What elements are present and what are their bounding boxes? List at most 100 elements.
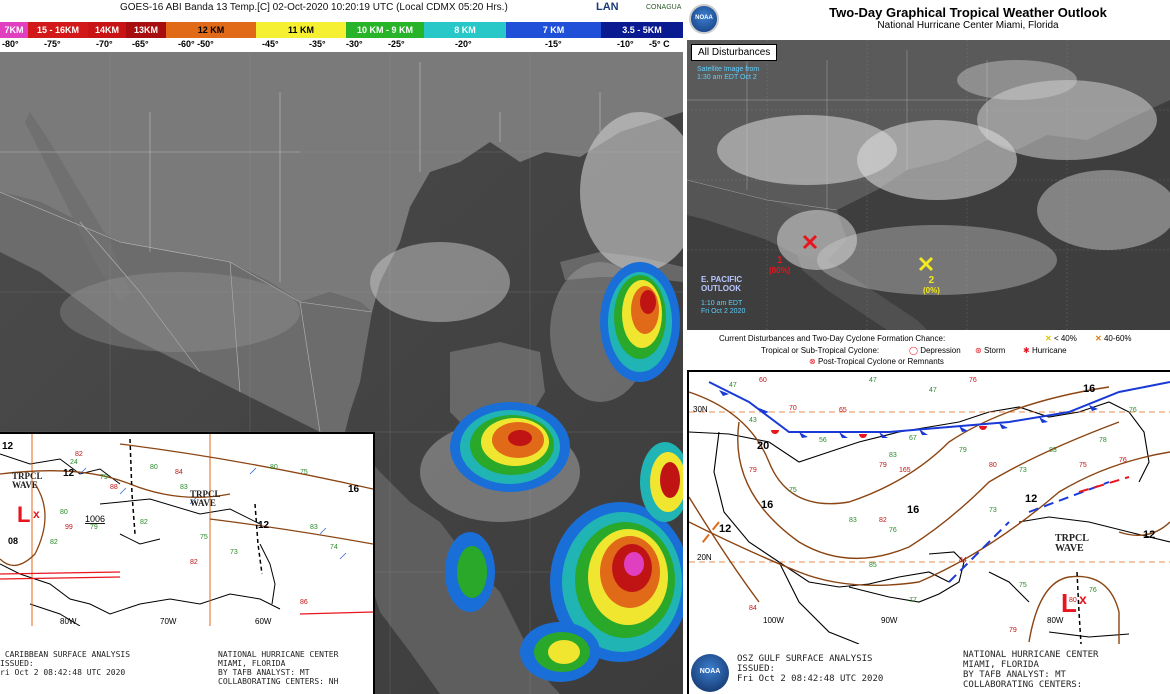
convective-storm-colors — [445, 262, 683, 682]
gulf-lat-30n: 30N — [693, 405, 708, 414]
svg-text:80: 80 — [150, 464, 158, 471]
outlook-legend: Current Disturbances and Two-Day Cyclone… — [683, 332, 1170, 370]
temperature-tick: -30° — [346, 39, 363, 49]
svg-text:165: 165 — [899, 467, 911, 474]
svg-text:75: 75 — [1019, 582, 1027, 589]
gulf-footer-right: NATIONAL HURRICANE CENTER MIAMI, FLORIDA… — [963, 650, 1099, 690]
carib-isobar-16-label: 16 — [348, 484, 360, 495]
colorbar-segment: 8 KM — [424, 22, 506, 38]
legend-post-tropical: ⊗ Post-Tropical Cyclone or Remnants — [809, 357, 944, 366]
temperature-scale: -80° -75° -70° -65° -60° -50° -45° -35° -30° -25… — [0, 38, 683, 52]
svg-text:83: 83 — [180, 484, 188, 491]
post-tropical-icon: ⊗ — [809, 357, 816, 366]
satellite-image-note: Satellite Image from 1:30 am EDT Oct 2 — [697, 66, 760, 81]
temperature-tick: -35° — [309, 39, 326, 49]
storm-icon: ⊛ — [975, 346, 982, 355]
east-pacific-outlook-time: 1:10 am EDT Fri Oct 2 2020 — [701, 300, 746, 315]
gulf-station-plots-green: 47 43 47 47 56 83 67 79 73 83 78 76 75 83 76 73 85 77… — [729, 377, 1137, 604]
disturbance-2-marker — [918, 256, 934, 272]
gulf-station-plots-red: 60 70 65 76 79 165 80 75 76 79 82 84 79 80 84 — [749, 377, 1127, 634]
svg-text:60: 60 — [759, 377, 767, 384]
legend-storm-text: Storm — [983, 346, 1006, 355]
carib-low-x: x — [33, 507, 40, 521]
gulf-noaa-logo: NOAA — [691, 654, 729, 692]
legend-mid-text: 40-60% — [1103, 334, 1132, 343]
disturbance-2-id: 2 — [928, 275, 935, 286]
conagua-logo: CONAGUA — [646, 4, 682, 11]
temperature-tick: -15° — [545, 39, 562, 49]
colorbar-segment: 7KM — [0, 22, 28, 38]
colorbar-segment: 3.5 - 5KM — [601, 22, 683, 38]
temperature-tick: -75° — [44, 39, 61, 49]
depression-icon: ◯ — [909, 346, 918, 355]
gray-cloud-cover — [60, 112, 683, 522]
baja-peninsula — [25, 112, 130, 302]
gulf-footer-left: OSZ GULF SURFACE ANALYSIS ISSUED: Fri Oc… — [737, 654, 884, 684]
svg-text:70: 70 — [789, 405, 797, 412]
disturbance-2-chance: (0%) — [923, 286, 940, 295]
outlook-clouds — [717, 60, 1170, 295]
gulf-low-symbol: L — [1061, 588, 1077, 618]
disturbance-1-id: 1 — [776, 255, 783, 266]
svg-text:82: 82 — [190, 559, 198, 566]
legend-storm: ⊛ Storm — [975, 346, 1005, 355]
yellow-x-icon: ✕ — [1045, 334, 1052, 343]
outlook-subtitle: National Hurricane Center Miami, Florida — [877, 20, 1059, 31]
goes-title: GOES-16 ABI Banda 13 Temp.[C] 02-Oct-202… — [120, 2, 508, 13]
carib-shear-line — [0, 571, 373, 615]
gulf-isobar-12-right: 12 — [1025, 493, 1037, 505]
svg-text:79: 79 — [879, 462, 887, 469]
gulf-front — [708, 381, 1170, 438]
svg-text:83: 83 — [889, 452, 897, 459]
carib-footer-right: NATIONAL HURRICANE CENTER MIAMI, FLORIDA… — [218, 650, 339, 686]
gulf-isobar-12-far: 12 — [1143, 529, 1155, 541]
colorbar-segment: 13KM — [126, 22, 166, 38]
outlook-central-america — [797, 255, 927, 330]
svg-text:99: 99 — [65, 524, 73, 531]
gulf-isobar-16-left: 16 — [761, 499, 773, 511]
cloud-top-colorbar: 7KM 15 - 16KM 14KM 13KM 12 KM 11 KM 10 KM - 9 … — [0, 22, 683, 38]
svg-text:82: 82 — [140, 519, 148, 526]
outlook-satellite-map — [687, 40, 1170, 330]
carib-coastlines — [0, 453, 281, 626]
carib-low-pressure-2-label: 08 — [8, 536, 18, 546]
svg-text:82: 82 — [75, 451, 83, 458]
svg-text:56: 56 — [819, 437, 827, 444]
noaa-logo-text: NOAA — [695, 15, 713, 21]
svg-text:78: 78 — [1099, 437, 1107, 444]
svg-text:76: 76 — [969, 377, 977, 384]
svg-text:76: 76 — [1119, 457, 1127, 464]
svg-text:80: 80 — [60, 509, 68, 516]
carib-longitudes — [31, 434, 211, 626]
svg-text:75: 75 — [200, 534, 208, 541]
colorbar-segment: 14KM — [88, 22, 126, 38]
gulf-map: 47 43 47 47 56 83 67 79 73 83 78 76 75 83 76 73 85 77… — [689, 372, 1170, 644]
orange-x-icon: ✕ — [1095, 334, 1102, 343]
temperature-tick: -80° — [2, 39, 19, 49]
carib-footer-left: CARIBBEAN SURFACE ANALYSIS ISSUED: ri Oc… — [0, 650, 131, 677]
noaa-logo: NOAA — [689, 4, 719, 34]
svg-text:80: 80 — [989, 462, 997, 469]
svg-text:47: 47 — [869, 377, 877, 384]
svg-text:75: 75 — [300, 469, 308, 476]
colorbar-segment: 15 - 16KM — [28, 22, 88, 38]
svg-text:74: 74 — [330, 544, 338, 551]
us-land — [0, 52, 683, 312]
svg-text:24: 24 — [70, 459, 78, 466]
carib-station-plots-blue — [79, 467, 347, 560]
gulf-isobar-20: 20 — [757, 440, 769, 452]
svg-text:79: 79 — [90, 524, 98, 531]
svg-text:79: 79 — [1009, 627, 1017, 634]
gulf-graticule — [689, 411, 1170, 563]
legend-line-1: Current Disturbances and Two-Day Cyclone… — [719, 334, 946, 343]
gulf-noaa-logo-text: NOAA — [699, 668, 721, 675]
svg-text:88: 88 — [110, 484, 118, 491]
gulf-isobar-16-mid: 16 — [907, 504, 919, 516]
legend-mid: ✕ 40-60% — [1095, 334, 1132, 343]
svg-text:83: 83 — [1049, 447, 1057, 454]
gulf-isobar-16-top: 16 — [1083, 383, 1095, 395]
svg-text:83: 83 — [310, 524, 318, 531]
gulf-wave-label: TRPCL WAVE — [1055, 533, 1089, 554]
carib-lon-70w: 70W — [160, 617, 177, 626]
